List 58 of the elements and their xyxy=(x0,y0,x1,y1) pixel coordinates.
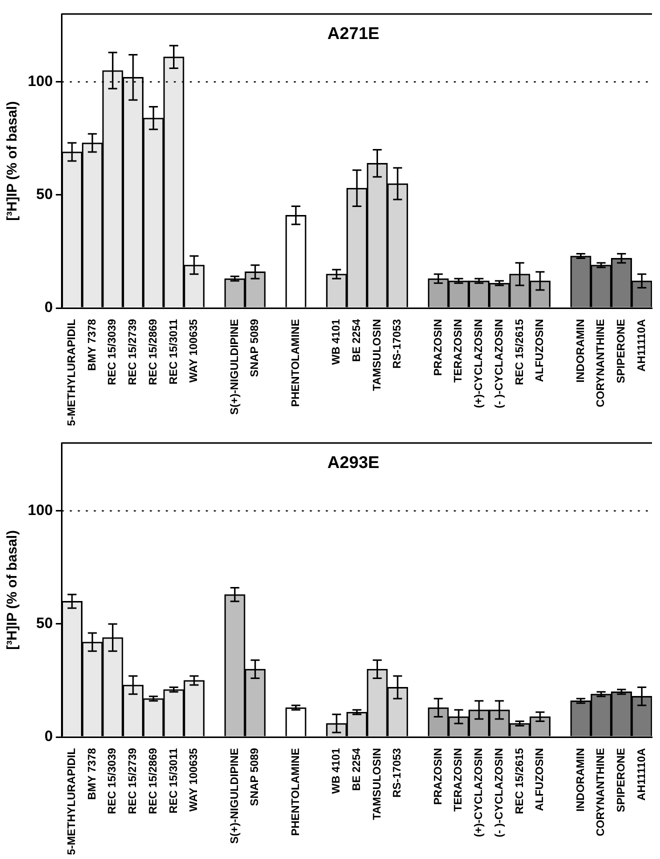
y-axis-title: [³H]IP (% of basal) xyxy=(3,101,20,221)
x-tick-label: REC 15/2615 xyxy=(514,319,526,386)
y-axis-title: [³H]IP (% of basal) xyxy=(3,530,20,650)
y-tick-label: 100 xyxy=(28,73,53,90)
x-tick-label: AH11110A xyxy=(636,319,648,372)
x-tick-label: REC 15/2615 xyxy=(514,748,526,814)
text: A293E xyxy=(327,453,380,472)
x-tick-label: S(+)-NIGULDIPINE xyxy=(228,748,241,844)
x-tick-label: WB 4101 xyxy=(330,748,343,794)
x-tick-label: (+)-CYCLAZOSIN xyxy=(473,319,486,408)
x-tick-label: PHENTOLAMINE xyxy=(290,748,302,836)
x-tick-label: SPIPERONE xyxy=(616,319,628,384)
x-tick-label: CORYNANTHINE xyxy=(595,748,608,836)
x-tick-label: WAY 100635 xyxy=(188,748,200,812)
x-tick-label: REC 15/2739 xyxy=(127,748,140,814)
x-tick-label: TAMSULOSIN xyxy=(371,319,384,391)
x-tick-label: TAMSULOSIN xyxy=(371,748,384,820)
x-tick-label: BMY 7378 xyxy=(86,319,98,371)
x-tick-label: SNAP 5089 xyxy=(249,319,262,377)
x-tick-label: BE 2254 xyxy=(350,747,363,791)
x-tick-label: WAY 100635 xyxy=(188,319,200,383)
x-tick-label: REC 15/3011 xyxy=(168,748,180,814)
y-tick-label: 50 xyxy=(36,615,53,632)
x-tick-label: PRAZOSIN xyxy=(432,748,444,805)
x-tick-label: CORYNANTHINE xyxy=(595,319,608,408)
x-tick-label: SNAP 5089 xyxy=(249,748,262,806)
y-tick-label: 0 xyxy=(44,299,53,316)
x-tick-label: TERAZOSIN xyxy=(452,319,465,383)
x-tick-label: REC 15/2869 xyxy=(147,319,160,386)
x-tick-label: (+)-CYCLAZOSIN xyxy=(473,748,486,837)
x-tick-label: BMY 7378 xyxy=(86,748,98,800)
x-tick-label: PHENTOLAMINE xyxy=(290,319,302,407)
x-tick-label: S(+)-NIGULDIPINE xyxy=(228,319,241,415)
y-tick-label: 50 xyxy=(36,186,53,204)
x-tick-label: REC 15/2869 xyxy=(147,748,160,814)
text: A271E xyxy=(327,24,380,44)
x-tick-label: SPIPERONE xyxy=(616,748,628,812)
y-tick-label: 0 xyxy=(44,728,53,746)
x-tick-label: 5-METHYLURAPIDIL xyxy=(66,318,78,426)
x-tick-label: REC 15/3039 xyxy=(106,319,119,386)
x-tick-label: (- )-CYCLAZOSIN xyxy=(493,319,506,408)
x-tick-label: REC 15/2739 xyxy=(127,319,140,386)
x-tick-label: ALFUZOSIN xyxy=(534,748,546,812)
x-tick-label: WB 4101 xyxy=(330,319,343,365)
x-tick-label: INDORAMIN xyxy=(574,748,587,812)
x-tick-label: BE 2254 xyxy=(350,318,363,362)
x-tick-label: TERAZOSIN xyxy=(452,748,465,812)
x-tick-label: (- )-CYCLAZOSIN xyxy=(493,748,506,838)
x-tick-label: AH11110A xyxy=(636,748,648,801)
x-tick-label: ALFUZOSIN xyxy=(534,319,546,382)
x-tick-label: PRAZOSIN xyxy=(432,319,444,376)
x-tick-label: INDORAMIN xyxy=(574,319,587,383)
y-tick-label: 100 xyxy=(28,502,53,519)
x-tick-label: REC 15/3011 xyxy=(168,319,180,384)
x-tick-label: 5-METHYLURAPIDIL xyxy=(66,748,78,856)
x-tick-label: RS-17053 xyxy=(392,319,404,369)
x-tick-label: RS-17053 xyxy=(392,748,404,798)
x-tick-label: REC 15/3039 xyxy=(106,748,119,814)
